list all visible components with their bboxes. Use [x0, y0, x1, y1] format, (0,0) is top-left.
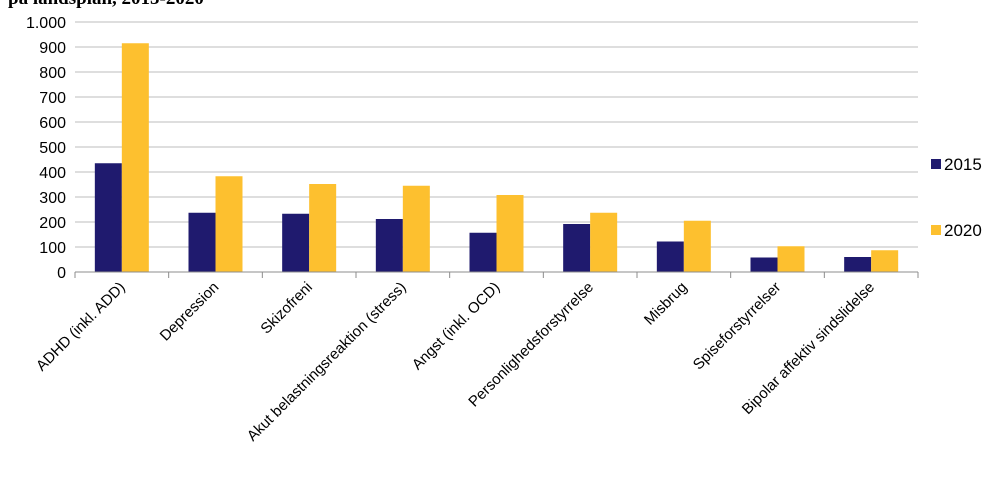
bar-2020 [121, 43, 149, 272]
x-category-label: Depression [157, 279, 223, 345]
legend-swatch-2015 [931, 159, 941, 169]
bar-2020 [777, 246, 805, 272]
x-category-label: Akut belastningsreaktion (stress) [244, 279, 410, 445]
y-tick-label: 700 [39, 90, 66, 107]
bar-2015 [656, 241, 684, 272]
bar-2015 [563, 224, 591, 272]
y-tick-label: 800 [39, 65, 66, 82]
y-tick-label: 0 [57, 265, 66, 282]
bar-2015 [94, 163, 122, 272]
legend-label: 2020 [944, 221, 982, 240]
bar-2020 [590, 212, 618, 272]
y-tick-label: 1.000 [26, 15, 66, 32]
bar-2020 [496, 195, 524, 272]
bar-2020 [683, 220, 711, 272]
legend-label: 2015 [944, 155, 982, 174]
bar-2015 [375, 219, 403, 272]
x-category-label: Spiseforstyrrelser [690, 279, 785, 374]
bar-2020 [215, 176, 243, 272]
x-category-label: Angst (inkl. OCD) [409, 279, 504, 374]
chart-title: på landsplan, 2015-2020 [8, 0, 204, 10]
bar-2020 [309, 184, 337, 272]
bar-2015 [750, 257, 778, 272]
bar-2015 [282, 213, 310, 272]
y-tick-label: 100 [39, 240, 66, 257]
y-tick-label: 500 [39, 140, 66, 157]
y-tick-label: 900 [39, 40, 66, 57]
x-category-label: ADHD (inkl. ADD) [33, 279, 129, 375]
y-axis: 0 100 200 300 400 500 600 700 800 900 1.000 [26, 15, 66, 282]
y-tick-label: 400 [39, 165, 66, 182]
x-category-label: Skizofreni [257, 279, 316, 338]
x-axis: ADHD (inkl. ADD) Depression SkizofreniAkut… [33, 271, 919, 445]
bar-2015 [469, 232, 497, 272]
y-tick-label: 300 [39, 190, 66, 207]
bars [94, 43, 899, 272]
bar-2015 [844, 257, 872, 272]
x-category-label: Misbrug [641, 279, 691, 329]
bar-2020 [871, 250, 899, 272]
bar-2020 [402, 185, 430, 272]
legend-swatch-2020 [931, 225, 941, 235]
bar-2015 [188, 212, 216, 272]
legend: 2015 2020 [931, 155, 982, 240]
y-tick-label: 200 [39, 215, 66, 232]
y-tick-label: 600 [39, 115, 66, 132]
